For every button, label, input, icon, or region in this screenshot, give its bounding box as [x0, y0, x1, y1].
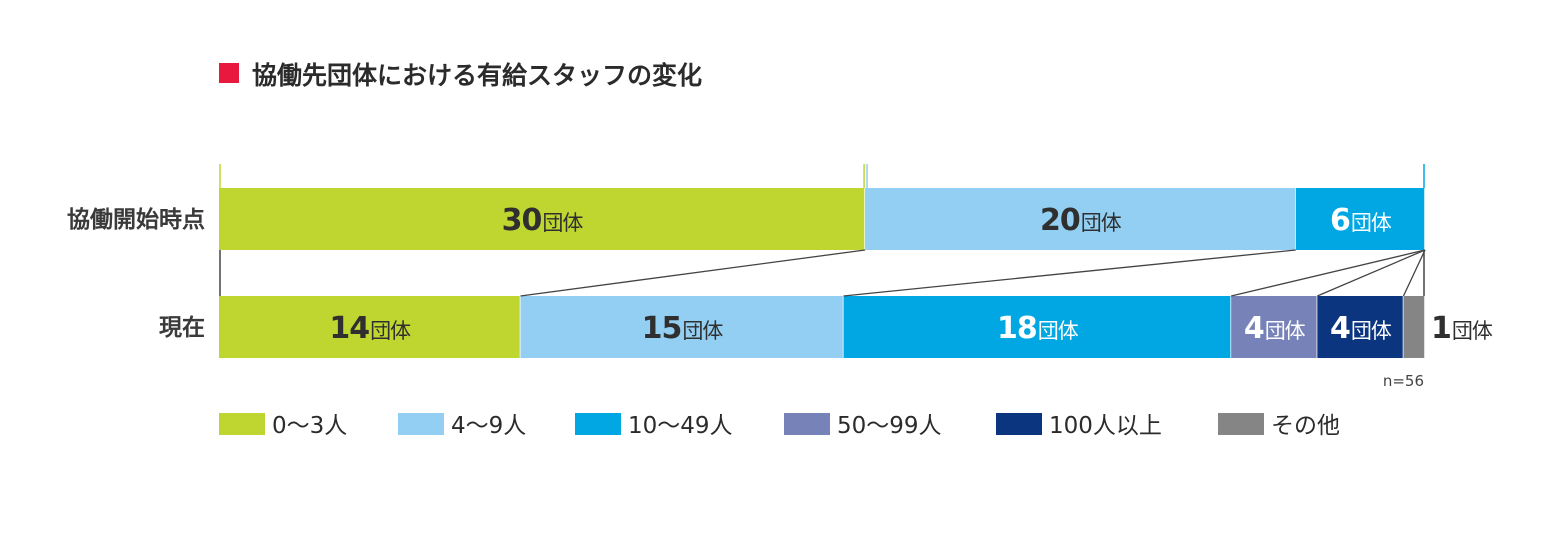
- title-marker: [219, 63, 239, 83]
- data-label: 1団体: [1431, 311, 1493, 346]
- legend-swatch: [398, 413, 444, 435]
- bar-segment: [1231, 296, 1318, 358]
- bar-segment: [219, 188, 866, 250]
- connector-lines: [520, 249, 1426, 297]
- legend-swatch: [575, 413, 621, 435]
- legend-label: 50〜99人: [837, 413, 942, 439]
- legend-swatch: [1218, 413, 1264, 435]
- legend-label: 10〜49人: [628, 413, 733, 439]
- data-label: 15団体: [642, 311, 724, 346]
- bars: [219, 188, 1426, 358]
- bar-segment: [1295, 188, 1425, 250]
- connector-line: [520, 249, 866, 297]
- bar-segment: [865, 188, 1296, 250]
- data-label: 18団体: [997, 311, 1079, 346]
- legend-swatch: [784, 413, 830, 435]
- bar-segment: [843, 296, 1232, 358]
- connector-line: [1317, 249, 1426, 297]
- legend-label: 4〜9人: [451, 413, 526, 439]
- data-label: 20団体: [1040, 203, 1122, 238]
- guide-lines: [219, 164, 1425, 296]
- legend-label: 0〜3人: [272, 413, 347, 439]
- legend-label: その他: [1271, 413, 1340, 439]
- connector-line: [1231, 249, 1426, 297]
- data-label: 4団体: [1330, 311, 1392, 346]
- data-label: 4団体: [1244, 311, 1306, 346]
- connector-line: [1402, 249, 1426, 297]
- legend-swatch: [219, 413, 265, 435]
- connector-line: [843, 249, 1296, 297]
- legend: 0〜3人 4〜9人 10〜49人 50〜99人 100人以上 その他: [219, 413, 1340, 439]
- bar-segment: [520, 296, 844, 358]
- data-label: 6団体: [1330, 203, 1392, 238]
- bar-segment: [1317, 296, 1404, 358]
- data-label: 14団体: [329, 311, 411, 346]
- sample-size-note: n=56: [1383, 372, 1424, 390]
- bar-segment: [219, 296, 521, 358]
- row-label: 現在: [159, 314, 205, 341]
- legend-swatch: [996, 413, 1042, 435]
- data-label: 30団体: [502, 203, 584, 238]
- legend-label: 100人以上: [1049, 413, 1162, 439]
- row-label: 協働開始時点: [67, 206, 205, 233]
- chart-title: 協働先団体における有給スタッフの変化: [252, 61, 702, 90]
- bar-segment: [1403, 296, 1425, 358]
